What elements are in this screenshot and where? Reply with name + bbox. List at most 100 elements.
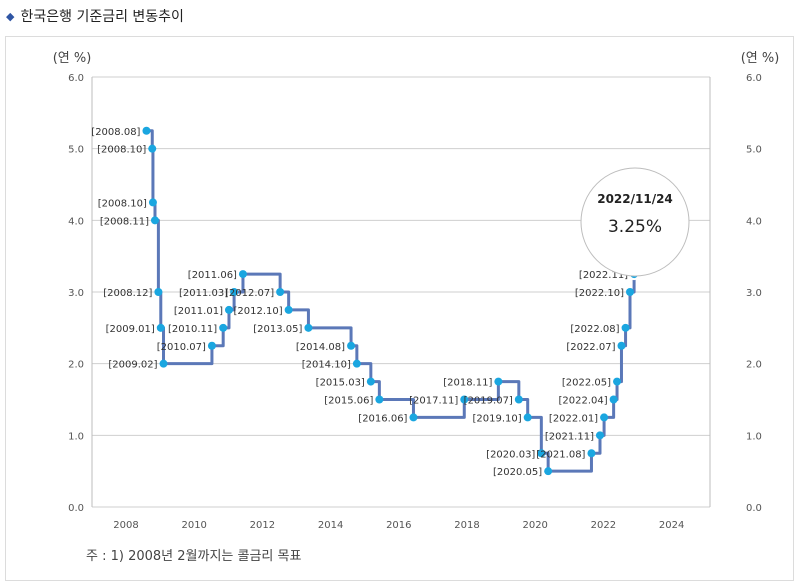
data-point [224,305,233,314]
data-point [514,395,523,404]
data-label: [2021.11] [545,431,594,442]
data-point [375,395,384,404]
data-label: [2022.10] [575,288,624,299]
data-point [154,288,163,296]
data-point [600,413,609,422]
y-tick-label-right: 6.0 [746,73,762,84]
data-label: [2008.10] [98,198,147,209]
data-point [613,377,622,386]
callout-bubble [580,167,690,277]
y-tick-labels-left: 0.0 1.0 2.0 3.0 4.0 5.0 6.0 [68,73,84,514]
data-label: [2014.10] [302,360,351,371]
chart-title: 한국은행 기준금리 변동추이 [20,9,184,25]
chart-frame [5,36,794,581]
data-label: [2010.07] [157,342,206,353]
data-label: [2008.10] [97,145,146,156]
diamond-bullet-icon: ◆ [6,9,15,23]
data-label: [2022.01] [549,413,598,424]
data-point [460,395,469,404]
data-label: [2022.04] [558,396,607,407]
data-point [284,305,293,314]
y-tick-label-right: 1.0 [746,431,762,442]
y-tick-label-right: 2.0 [746,360,762,371]
data-point [609,395,618,404]
data-label: [2008.11] [100,216,149,227]
latest-rate-callout: 2022/11/24 3.25% [580,167,690,277]
x-tick-label: 2018 [454,520,479,531]
data-point [625,288,634,296]
y-tick-label: 1.0 [68,431,84,442]
data-point [159,359,168,368]
data-label: [2014.08] [296,342,345,353]
data-label: [2013.05] [253,324,302,335]
data-label: [2012.10] [234,306,283,317]
data-label: [2011.03] [179,288,228,299]
data-label: [2016.06] [358,413,407,424]
chart-header: ◆ 한국은행 기준금리 변동추이 [6,6,184,26]
data-point [148,144,157,153]
data-label: [2022.11] [579,270,628,281]
y-tick-label: 2.0 [68,360,84,371]
data-point [304,323,313,332]
data-label: [2019.10] [473,413,522,424]
data-point [595,431,604,440]
data-label: [2020.05] [493,467,542,478]
data-label: [2021.08] [536,449,585,460]
x-tick-label: 2022 [591,520,616,531]
data-label: [2009.02] [108,360,157,371]
y-tick-label-right: 3.0 [746,288,762,299]
data-point [544,467,553,476]
data-point [156,323,165,332]
data-point [219,323,228,332]
data-label: [2010.11] [168,324,217,335]
data-label: [2011.06] [188,270,237,281]
data-label: [2017.11] [409,396,458,407]
data-label: [2018.11] [443,378,492,389]
data-point [148,198,157,207]
y-tick-labels-right: 0.0 1.0 2.0 3.0 4.0 5.0 6.0 [746,73,762,514]
y-tick-label-right: 4.0 [746,216,762,227]
x-tick-label: 2020 [522,520,547,531]
x-tick-label: 2010 [181,520,206,531]
data-label: [2015.03] [316,378,365,389]
data-point [150,216,159,225]
data-point [523,413,532,422]
data-point [621,323,630,332]
x-tick-labels: 2008 2010 2012 2014 2016 2018 2020 2022 2024 [113,520,684,531]
x-tick-label: 2012 [250,520,275,531]
data-label: [2020.03] [486,449,535,460]
data-label: [2022.07] [566,342,615,353]
x-tick-label: 2016 [386,520,411,531]
data-label: [2008.08] [91,127,140,138]
data-label: [2009.01] [106,324,155,335]
y-axis-unit-left: (연 %) [53,51,92,66]
data-label: [2015.06] [324,396,373,407]
data-point [366,377,375,386]
y-tick-label-right: 0.0 [746,503,762,514]
data-point [276,288,285,296]
y-tick-label: 3.0 [68,288,84,299]
y-tick-label: 6.0 [68,73,84,84]
data-point [142,126,151,135]
data-label: [2022.05] [562,378,611,389]
data-point [352,359,361,368]
y-tick-label: 0.0 [68,503,84,514]
y-axis-unit-right: (연 %) [741,51,780,66]
data-label: [2022.08] [570,324,619,335]
data-labels: [2008.08] [2008.10] [2008.10] [2008.11] [200… [91,127,628,478]
data-point [617,341,626,350]
data-point [537,449,546,458]
y-tick-label-right: 5.0 [746,145,762,156]
footnote: 주 : 1) 2008년 2월까지는 콜금리 목표 [86,549,302,564]
data-point [409,413,418,422]
data-point [587,449,596,458]
data-point [347,341,356,350]
data-point [238,270,247,279]
data-point [207,341,216,350]
y-tick-label: 4.0 [68,216,84,227]
data-label: [2012.07] [225,288,274,299]
x-tick-label: 2024 [659,520,684,531]
data-point [230,288,239,296]
callout-date: 2022/11/24 [597,192,673,206]
